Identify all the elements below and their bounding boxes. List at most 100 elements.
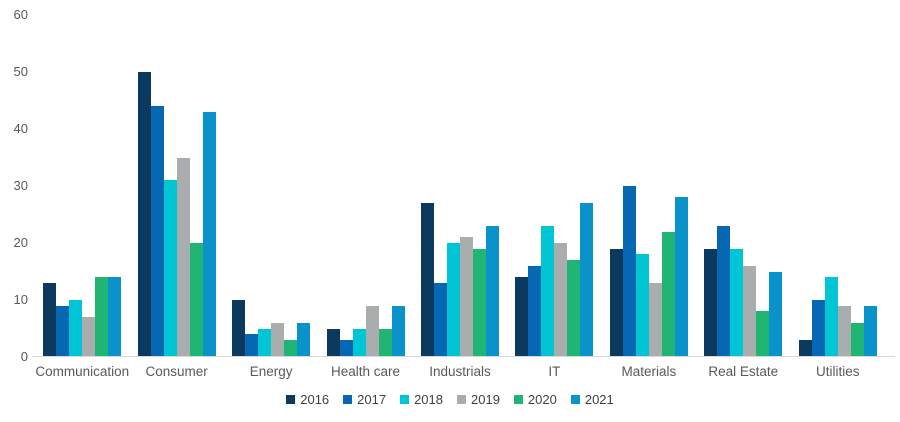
- legend-item-2017: 2017: [343, 392, 386, 407]
- bar-2021-communication: [108, 277, 122, 357]
- bar-2018-materials: [635, 254, 649, 357]
- legend-marker-2018: [400, 395, 410, 404]
- bar-2021-health-care: [391, 305, 405, 357]
- x-axis-label-utilities: Utilities: [815, 364, 860, 379]
- bar-2019-energy: [271, 322, 285, 357]
- bar-2021-utilities: [863, 305, 877, 357]
- bar-2016-utilities: [798, 339, 812, 357]
- legend-marker-2016: [286, 395, 296, 404]
- legend-item-2021: 2021: [570, 392, 614, 407]
- bar-2017-energy: [245, 334, 259, 357]
- bar-2016-health-care: [326, 328, 340, 357]
- bar-2020-communication: [95, 277, 109, 357]
- bar-2016-consumer: [137, 72, 151, 357]
- y-axis-tick-label: 20: [13, 235, 28, 250]
- bar-group-industrials: [420, 15, 499, 357]
- legend-label-2016: 2016: [300, 392, 330, 407]
- legend-item-2019: 2019: [457, 392, 500, 407]
- plot-area: [35, 15, 885, 357]
- legend-item-2016: 2016: [286, 392, 329, 407]
- legend-marker-2019: [457, 395, 466, 404]
- bar-2020-materials: [661, 231, 675, 357]
- bar-group-utilities: [798, 15, 877, 357]
- legend-label-2017: 2017: [357, 392, 387, 407]
- bar-group-consumer: [137, 15, 216, 357]
- y-axis-tick-label: 50: [13, 64, 28, 79]
- y-axis-tick-label: 60: [13, 7, 28, 22]
- bar-2017-utilities: [811, 300, 825, 357]
- y-axis-tick-label: 40: [13, 121, 28, 136]
- bar-group-it: [515, 15, 594, 357]
- bar-2016-real-estate: [704, 248, 718, 357]
- y-axis-tick-label: 10: [13, 292, 28, 307]
- bar-group-communication: [43, 15, 122, 357]
- bar-2016-industrials: [420, 203, 434, 357]
- bar-2021-consumer: [202, 111, 216, 357]
- legend-marker-2017: [343, 395, 353, 404]
- bar-2017-materials: [622, 186, 636, 357]
- bar-2017-real-estate: [717, 225, 731, 357]
- x-axis-label-consumer: Consumer: [145, 364, 208, 379]
- x-axis-label-it: IT: [548, 364, 561, 379]
- bar-group-real-estate: [704, 15, 783, 357]
- bar-2019-communication: [82, 317, 96, 357]
- bar-2017-communication: [56, 305, 70, 357]
- bar-2018-industrials: [446, 243, 460, 357]
- bar-2018-utilities: [824, 277, 838, 357]
- bar-2017-health-care: [339, 339, 353, 357]
- bar-2018-energy: [258, 328, 272, 357]
- bar-2018-communication: [69, 300, 83, 357]
- bar-2019-health-care: [365, 305, 379, 357]
- legend-label-2021: 2021: [584, 392, 614, 407]
- x-axis-line: [32, 356, 895, 357]
- bar-2021-real-estate: [769, 271, 783, 357]
- bar-2016-communication: [43, 282, 57, 357]
- bar-2019-utilities: [837, 305, 851, 357]
- bar-2017-industrials: [433, 282, 447, 357]
- bar-2018-real-estate: [730, 248, 744, 357]
- bar-2021-it: [580, 203, 594, 357]
- x-axis-label-communication: Communication: [35, 364, 130, 379]
- bar-2020-it: [567, 260, 581, 357]
- bar-group-materials: [609, 15, 688, 357]
- bar-2020-energy: [284, 339, 298, 357]
- bar-2019-materials: [648, 282, 662, 357]
- legend-marker-2020: [513, 395, 523, 404]
- x-axis-label-health-care: Health care: [331, 364, 401, 379]
- bar-2017-consumer: [150, 106, 164, 357]
- legend-item-2018: 2018: [400, 392, 443, 407]
- bar-2019-consumer: [176, 157, 190, 357]
- legend-marker-2021: [570, 395, 580, 404]
- bar-2019-industrials: [459, 237, 473, 357]
- bar-2019-real-estate: [743, 265, 757, 357]
- bar-2020-industrials: [472, 248, 486, 357]
- legend-label-2018: 2018: [414, 392, 443, 407]
- legend: 2016 2017 2018 2019 2020 2021: [0, 392, 900, 407]
- legend-item-2020: 2020: [513, 392, 557, 407]
- legend-label-2019: 2019: [471, 392, 500, 407]
- x-axis-labels: Communication Consumer Energy Health care In…: [35, 364, 885, 379]
- bar-2021-materials: [674, 197, 688, 357]
- legend-label-2020: 2020: [527, 392, 557, 407]
- bar-2016-energy: [232, 300, 246, 357]
- bar-2018-consumer: [163, 180, 177, 357]
- bar-2020-utilities: [850, 322, 864, 357]
- bar-2020-health-care: [378, 328, 392, 357]
- bar-2016-materials: [609, 248, 623, 357]
- bar-2021-industrials: [485, 225, 499, 357]
- bar-2016-it: [515, 277, 529, 357]
- bar-group-health-care: [326, 15, 405, 357]
- bar-group-energy: [232, 15, 311, 357]
- x-axis-label-real-estate: Real Estate: [708, 364, 779, 379]
- x-axis-label-materials: Materials: [621, 364, 677, 379]
- bar-2018-it: [541, 225, 555, 357]
- y-axis-tick-label: 0: [20, 349, 28, 364]
- y-axis-tick-label: 30: [13, 178, 28, 193]
- bar-2020-consumer: [189, 243, 203, 357]
- bar-2019-it: [554, 243, 568, 357]
- x-axis-label-industrials: Industrials: [429, 364, 491, 379]
- bar-2018-health-care: [352, 328, 366, 357]
- bar-2021-energy: [297, 322, 311, 357]
- bar-2017-it: [528, 265, 542, 357]
